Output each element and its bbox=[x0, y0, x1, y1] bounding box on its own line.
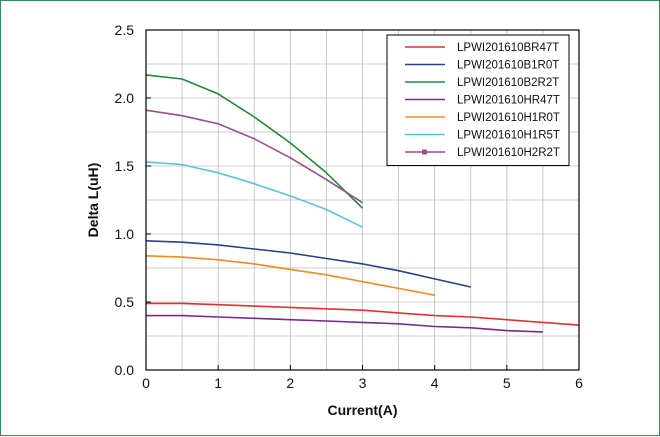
series-line bbox=[145, 255, 435, 296]
y-tick-label: 2.5 bbox=[115, 22, 135, 38]
legend: LPWI201610BR47T LPWI201610B1R0T LPWI201610… bbox=[386, 34, 570, 166]
legend-entry-label: LPWI201610BR47T bbox=[457, 42, 559, 54]
legend-entry-label: LPWI201610B1R0T bbox=[457, 60, 559, 72]
legend-entry-label: LPWI201610B2R2T bbox=[457, 77, 559, 89]
series-line bbox=[145, 109, 363, 204]
legend-entry-label: LPWI201610H1R0T bbox=[457, 112, 560, 124]
x-tick-label: 6 bbox=[575, 375, 583, 391]
y-tick-label: 1.5 bbox=[115, 158, 135, 174]
y-axis-label: Delta L(uH) bbox=[85, 163, 101, 238]
y-tick-label: 0.5 bbox=[115, 294, 135, 310]
series-lines bbox=[145, 74, 580, 333]
axis-ticks: 0 1 2 3 4 5 6 0.0 0.5 1.0 1.5 2.0 2.5 bbox=[115, 22, 584, 391]
series-line bbox=[145, 74, 364, 209]
legend-entry-label: LPWI201610HR47T bbox=[457, 95, 560, 107]
y-tick-label: 1.0 bbox=[115, 226, 135, 242]
legend-marker bbox=[422, 149, 427, 155]
series-line bbox=[145, 161, 363, 228]
legend-entry-label: LPWI201610H1R5T bbox=[457, 130, 560, 142]
y-tick-label: 0.0 bbox=[115, 362, 135, 378]
x-tick-label: 0 bbox=[142, 375, 150, 391]
series-line bbox=[145, 240, 471, 288]
x-tick-label: 4 bbox=[431, 375, 439, 391]
x-tick-label: 2 bbox=[286, 375, 294, 391]
y-tick-label: 2.0 bbox=[115, 90, 135, 106]
series-line bbox=[146, 302, 580, 326]
legend-entry-label: LPWI201610H2R2T bbox=[457, 147, 560, 159]
x-tick-label: 1 bbox=[214, 375, 222, 391]
x-tick-label: 5 bbox=[503, 375, 511, 391]
x-tick-label: 3 bbox=[359, 375, 367, 391]
x-axis-label: Current(A) bbox=[328, 402, 398, 418]
series-line bbox=[146, 314, 543, 333]
